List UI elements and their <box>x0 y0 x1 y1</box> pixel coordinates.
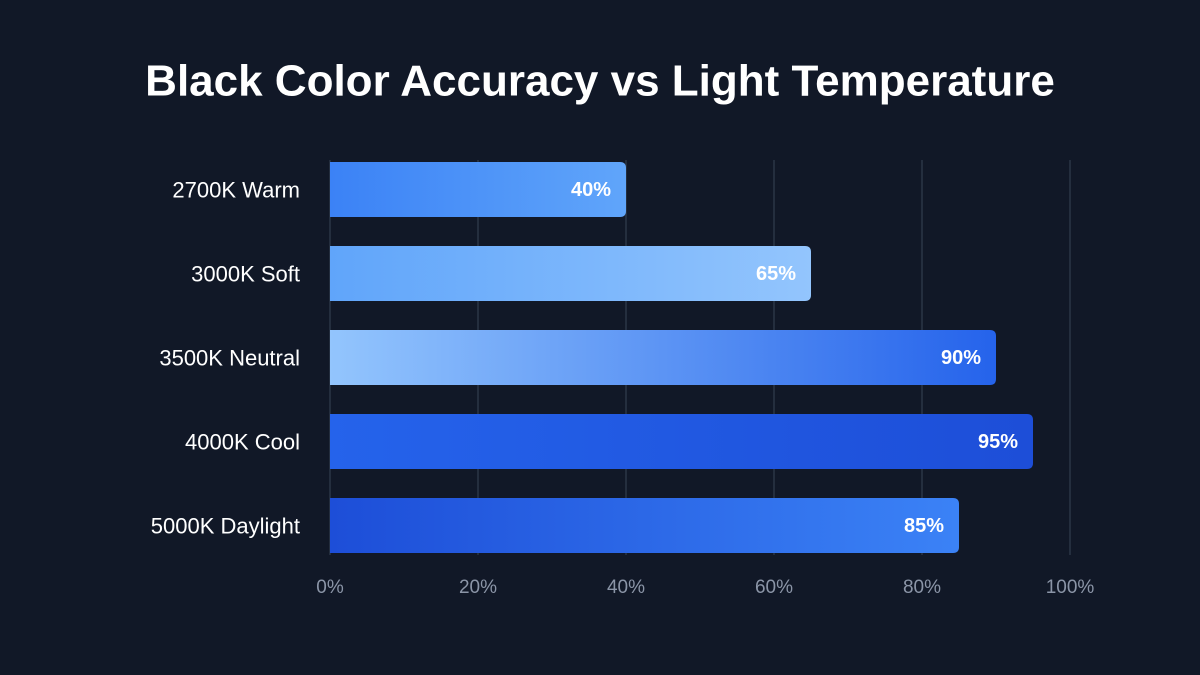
bar <box>330 498 959 553</box>
x-tick-label: 20% <box>459 577 497 598</box>
y-tick-label: 3000K Soft <box>191 261 300 286</box>
chart-title: Black Color Accuracy vs Light Temperatur… <box>145 57 1055 106</box>
bar <box>330 330 996 385</box>
y-tick-label: 3500K Neutral <box>159 345 300 370</box>
bar <box>330 162 626 217</box>
x-tick-label: 40% <box>607 577 645 598</box>
x-tick-label: 0% <box>316 577 344 598</box>
bar <box>330 414 1033 469</box>
value-label: 40% <box>571 179 611 201</box>
value-label: 90% <box>941 347 981 369</box>
x-tick-label: 60% <box>755 577 793 598</box>
y-tick-label: 5000K Daylight <box>151 513 300 538</box>
y-tick-label: 4000K Cool <box>185 429 300 454</box>
x-tick-label: 100% <box>1046 577 1095 598</box>
y-tick-label: 2700K Warm <box>172 177 300 202</box>
value-label: 85% <box>904 515 944 537</box>
value-label: 95% <box>978 431 1018 453</box>
value-label: 65% <box>756 263 796 285</box>
x-tick-label: 80% <box>903 577 941 598</box>
bar <box>330 246 811 301</box>
